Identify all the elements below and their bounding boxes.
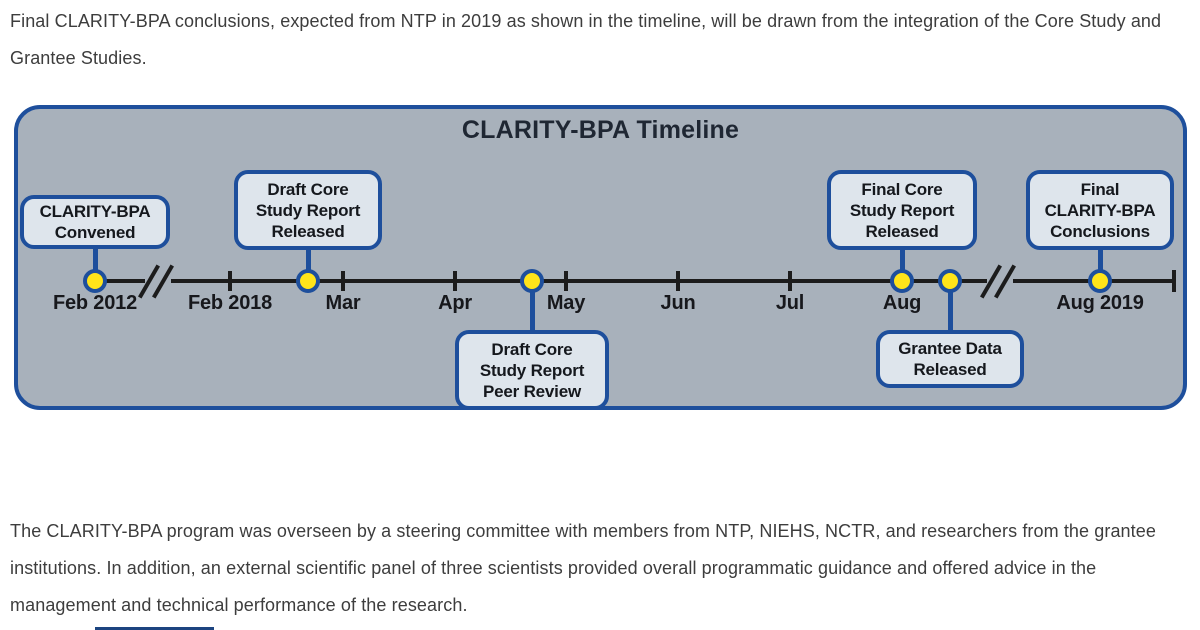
event-marker xyxy=(520,269,544,293)
month-tick xyxy=(564,271,568,291)
month-tick xyxy=(453,271,457,291)
month-label: Jul xyxy=(775,292,805,314)
month-tick xyxy=(228,271,232,291)
month-tick xyxy=(341,271,345,291)
event-marker xyxy=(890,269,914,293)
event-callout-draft-core-study-report-peer-review-label: Draft Core Study Report Peer Review xyxy=(479,339,585,401)
event-marker xyxy=(1088,269,1112,293)
intro-paragraph: Final CLARITY-BPA conclusions, expected … xyxy=(10,11,1162,68)
month-label: May xyxy=(546,292,586,314)
timeline-title: CLARITY-BPA Timeline xyxy=(461,116,740,144)
event-callout-clarity-bpa-convened: CLARITY-BPA Convened xyxy=(20,195,170,249)
event-callout-final-core-study-report-released: Final Core Study Report Released xyxy=(827,170,977,250)
month-label: Jun xyxy=(660,292,696,314)
event-callout-draft-core-study-report-released-label: Draft Core Study Report Released xyxy=(255,179,361,241)
event-callout-draft-core-study-report-peer-review: Draft Core Study Report Peer Review xyxy=(455,330,609,410)
axis-break-mask xyxy=(987,277,1013,286)
axis-break-mask xyxy=(145,277,171,286)
event-connector xyxy=(947,281,953,333)
cropped-bottom-element xyxy=(95,627,214,630)
month-label: Feb 2012 xyxy=(52,292,137,314)
month-tick xyxy=(676,271,680,291)
month-label: Mar xyxy=(325,292,361,314)
month-label: Feb 2018 xyxy=(187,292,272,314)
month-label: Aug 2019 xyxy=(1056,292,1144,314)
event-marker xyxy=(83,269,107,293)
event-callout-final-core-study-report-released-label: Final Core Study Report Released xyxy=(849,179,955,241)
event-callout-final-clarity-bpa-conclusions-label: Final CLARITY-BPA Conclusions xyxy=(1044,179,1156,241)
event-callout-grantee-data-released-label: Grantee Data Released xyxy=(898,339,1002,379)
event-callout-clarity-bpa-convened-label: CLARITY-BPA Convened xyxy=(39,202,151,242)
event-marker xyxy=(296,269,320,293)
event-callout-final-clarity-bpa-conclusions: Final CLARITY-BPA Conclusions xyxy=(1026,170,1174,250)
event-connector xyxy=(529,281,535,333)
event-connector xyxy=(305,247,311,284)
event-connector xyxy=(92,246,98,284)
timeline-axis xyxy=(95,279,1175,283)
event-connector xyxy=(899,247,905,284)
timeline-end-tick xyxy=(1172,270,1176,292)
event-marker xyxy=(938,269,962,293)
outro-paragraph: The CLARITY-BPA program was overseen by … xyxy=(10,521,1156,615)
month-label: Apr xyxy=(438,292,472,314)
month-tick xyxy=(788,271,792,291)
month-label: Aug xyxy=(882,292,922,314)
event-connector xyxy=(1097,247,1103,284)
event-callout-draft-core-study-report-released: Draft Core Study Report Released xyxy=(234,170,382,250)
event-callout-grantee-data-released: Grantee Data Released xyxy=(876,330,1024,388)
